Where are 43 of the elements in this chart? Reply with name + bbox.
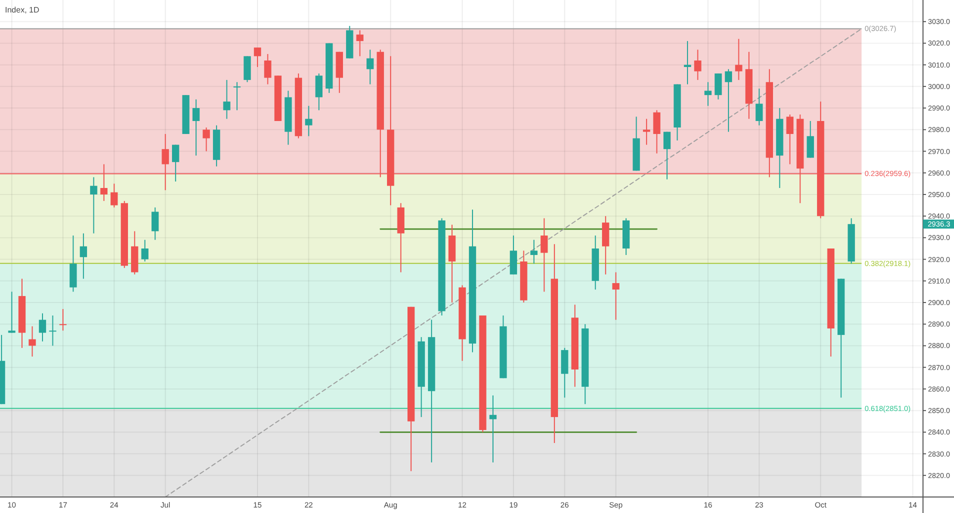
candlestick bbox=[70, 235, 77, 292]
candlestick bbox=[756, 88, 763, 126]
candlestick bbox=[684, 40, 692, 85]
candlestick bbox=[714, 72, 722, 100]
candlestick bbox=[172, 144, 180, 182]
candlestick bbox=[244, 56, 251, 83]
candlestick bbox=[90, 176, 98, 234]
candlestick bbox=[806, 120, 814, 158]
candlestick bbox=[8, 291, 16, 334]
candlestick bbox=[694, 49, 702, 80]
candlestick bbox=[28, 326, 36, 358]
candlestick bbox=[540, 218, 548, 292]
candlestick bbox=[612, 272, 620, 320]
candlestick bbox=[704, 82, 712, 106]
candlestick bbox=[735, 38, 742, 80]
candlestick bbox=[80, 232, 88, 280]
candlestick bbox=[663, 131, 671, 180]
candlestick bbox=[141, 239, 148, 262]
candlestick bbox=[561, 347, 568, 398]
candlestick bbox=[152, 206, 159, 240]
candlestick bbox=[724, 68, 732, 132]
candlestick bbox=[202, 126, 210, 152]
candlestick bbox=[305, 105, 312, 137]
candlestick bbox=[38, 312, 46, 342]
candlestick bbox=[366, 49, 374, 85]
candlestick bbox=[223, 79, 230, 120]
candlestick bbox=[192, 98, 200, 156]
candlestick bbox=[264, 54, 272, 85]
candlestick bbox=[489, 394, 497, 463]
text: Index, 1D bbox=[5, 6, 40, 14]
candlestick bbox=[653, 110, 660, 154]
candlestick bbox=[254, 47, 262, 68]
candlestick bbox=[602, 216, 610, 275]
candlestick bbox=[110, 183, 118, 208]
candlestick bbox=[233, 82, 241, 111]
candlestick bbox=[786, 114, 794, 165]
candlestick bbox=[530, 239, 538, 264]
candlestick bbox=[510, 235, 518, 275]
candlestick bbox=[642, 118, 650, 146]
candlestick bbox=[356, 30, 364, 57]
candlestick bbox=[49, 314, 56, 346]
candlestick bbox=[315, 72, 323, 111]
candlestick bbox=[59, 308, 67, 332]
